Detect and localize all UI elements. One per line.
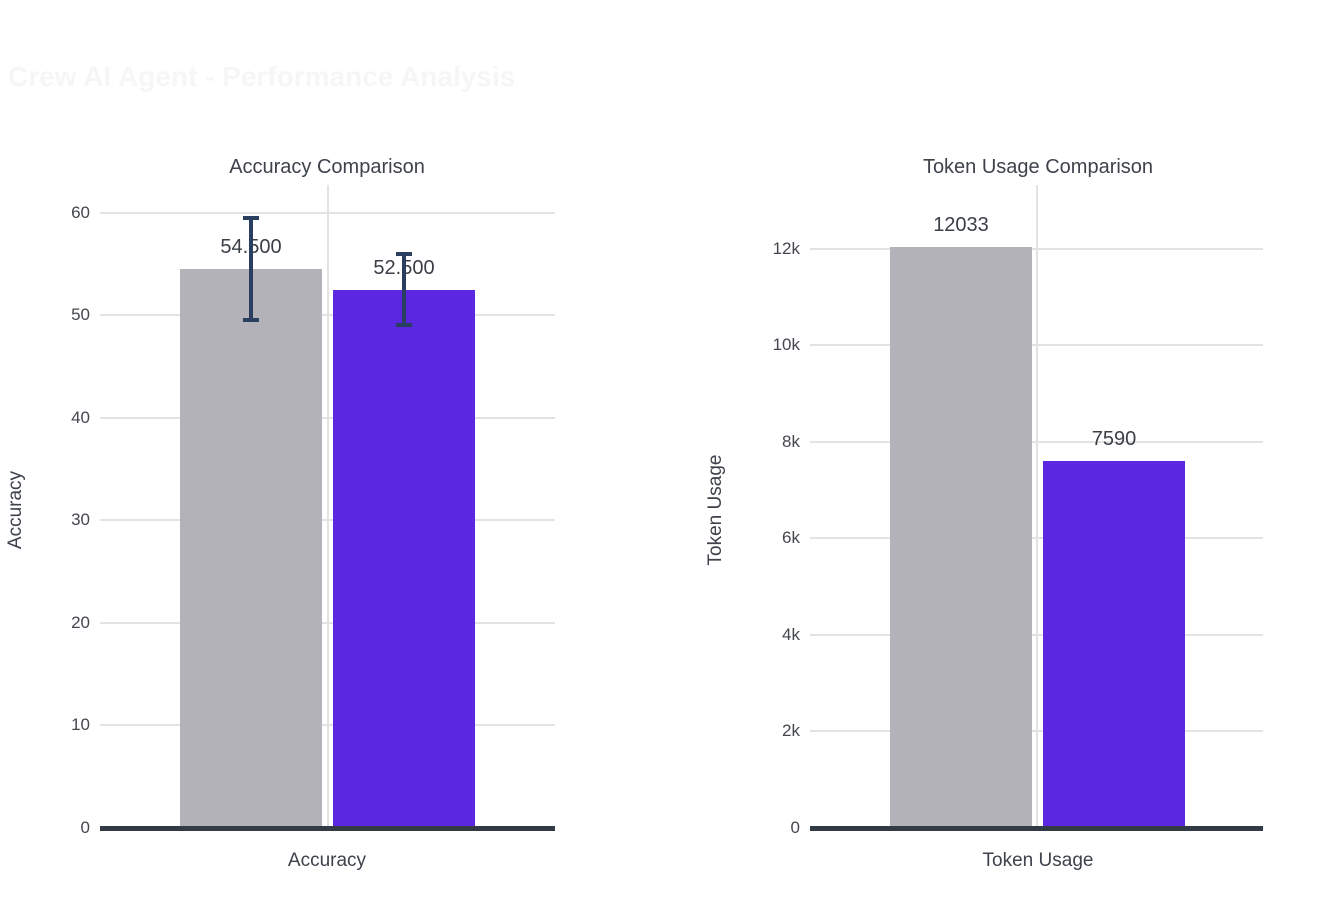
bar-value-label: 52.500 <box>373 256 435 279</box>
gridline-horizontal <box>810 344 1263 347</box>
bar-series-1 <box>890 246 1032 828</box>
error-bar-cap-top <box>243 215 259 220</box>
bar-series-2 <box>333 289 475 828</box>
gridline-vertical <box>1035 185 1038 828</box>
accuracy-chart-title: Accuracy Comparison <box>229 156 425 178</box>
accuracy-y-axis-title: Accuracy <box>5 470 26 550</box>
x-axis-line <box>810 826 1263 831</box>
token-usage-x-axis-label: Token Usage <box>982 850 1094 871</box>
gridline-horizontal <box>810 633 1263 636</box>
bar-value-label: 54.500 <box>220 236 282 259</box>
token-usage-y-axis-title: Token Usage <box>705 454 726 566</box>
gridline-horizontal <box>100 519 555 522</box>
gridline-horizontal <box>100 416 555 419</box>
bar-series-1 <box>180 269 322 828</box>
y-tick-label: 2k <box>782 721 800 741</box>
y-tick-label: 50 <box>71 305 90 325</box>
error-bar-line <box>402 253 406 326</box>
bar-value-label: 7590 <box>1091 428 1137 451</box>
error-bar-line <box>249 217 253 321</box>
y-tick-label: 10 <box>71 715 90 735</box>
y-tick-label: 60 <box>71 202 90 222</box>
gridline-horizontal <box>810 537 1263 540</box>
gridline-horizontal <box>810 247 1263 250</box>
gridline-horizontal <box>100 724 555 727</box>
token-usage-chart-title: Token Usage Comparison <box>922 156 1154 178</box>
y-tick-label: 0 <box>790 818 800 837</box>
error-bar-cap-top <box>396 251 412 256</box>
y-tick-label: 0 <box>80 818 90 837</box>
gridline-horizontal <box>810 730 1263 733</box>
x-axis-line <box>100 826 555 831</box>
gridline-horizontal <box>810 440 1263 443</box>
error-bar-cap-bottom <box>396 323 412 328</box>
bar-series-2 <box>1043 461 1185 828</box>
y-tick-label: 10k <box>772 335 800 355</box>
gridline-horizontal <box>100 314 555 317</box>
gridline-vertical <box>326 185 329 828</box>
bar-value-label: 12033 <box>933 213 989 236</box>
gridline-horizontal <box>100 211 555 214</box>
y-tick-label: 12k <box>772 238 800 258</box>
accuracy-x-axis-label: Accuracy <box>287 850 367 871</box>
gridline-horizontal <box>100 621 555 624</box>
figure-title: Crew AI Agent - Performance Analysis <box>8 61 516 92</box>
error-bar-cap-bottom <box>243 318 259 323</box>
